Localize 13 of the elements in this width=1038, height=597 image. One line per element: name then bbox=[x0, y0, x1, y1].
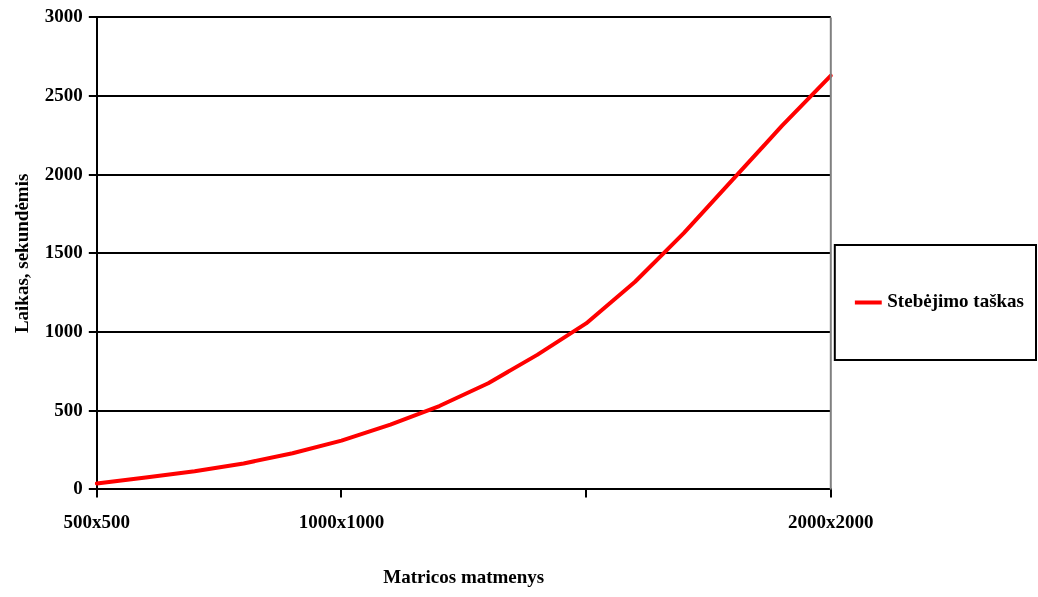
y-tick-label: 500 bbox=[54, 398, 83, 420]
x-tick-label: 2000x2000 bbox=[788, 510, 874, 532]
y-tick-label: 1000 bbox=[44, 319, 83, 341]
x-axis-title: Matricos matmenys bbox=[383, 565, 545, 587]
x-tick-label: 1000x1000 bbox=[298, 510, 385, 532]
y-tick-label: 3000 bbox=[44, 5, 83, 27]
y-tick-label: 2500 bbox=[44, 83, 83, 105]
y-axis-title: Laikas, sekundėmis bbox=[11, 173, 33, 334]
legend-label: Stebėjimo taškas bbox=[887, 290, 1025, 312]
y-tick-label: 1500 bbox=[44, 241, 83, 263]
x-tick-label: 500x500 bbox=[63, 510, 131, 532]
y-tick-label: 2000 bbox=[44, 162, 83, 184]
y-tick-label: 0 bbox=[73, 477, 83, 499]
